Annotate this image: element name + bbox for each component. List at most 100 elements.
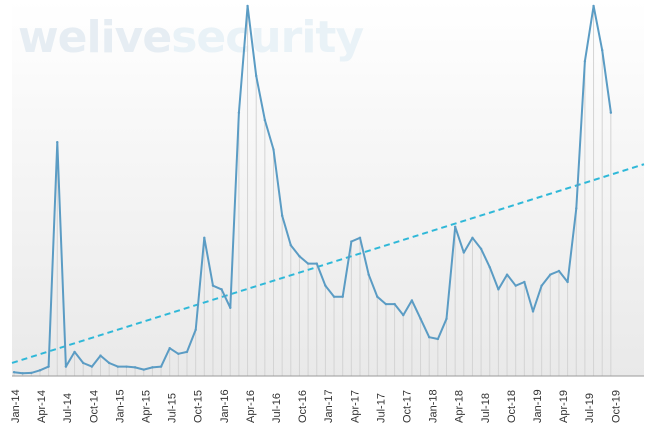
data-point xyxy=(497,288,500,291)
data-point xyxy=(38,369,42,372)
data-point xyxy=(428,336,431,339)
plot-background xyxy=(12,0,644,376)
x-tick-label: Jan-16 xyxy=(219,389,231,423)
data-point xyxy=(220,288,223,291)
data-point xyxy=(609,111,613,114)
watermark-part-security: security xyxy=(171,12,363,63)
data-point xyxy=(168,347,171,350)
data-point xyxy=(203,236,206,240)
data-point xyxy=(211,284,215,287)
drop-lines-group xyxy=(13,6,612,376)
x-tick-label: Apr-19 xyxy=(558,390,570,423)
data-point xyxy=(99,354,102,357)
data-point xyxy=(531,310,535,313)
data-point xyxy=(376,295,379,298)
data-point xyxy=(116,365,120,368)
data-point xyxy=(445,317,448,320)
x-tick-label: Apr-15 xyxy=(141,390,153,423)
x-tick-label: Apr-16 xyxy=(245,390,257,423)
data-point xyxy=(194,328,197,332)
x-tick-label: Oct-14 xyxy=(88,390,100,423)
data-point xyxy=(557,269,561,273)
data-point xyxy=(479,247,483,251)
x-tick-label: Oct-18 xyxy=(506,390,518,423)
data-point xyxy=(592,4,595,8)
data-point xyxy=(410,299,414,302)
data-point xyxy=(367,273,370,276)
data-point xyxy=(142,368,145,371)
x-tick-label: Jul-18 xyxy=(480,393,492,423)
watermark-logo: welivesecurity xyxy=(18,12,363,63)
x-tick-label: Oct-16 xyxy=(297,390,309,423)
x-tick-label: Apr-18 xyxy=(454,390,466,423)
data-point xyxy=(488,266,491,269)
data-point xyxy=(583,60,587,63)
data-point xyxy=(177,352,180,355)
data-point xyxy=(272,148,275,151)
data-point xyxy=(462,251,465,254)
data-point xyxy=(514,284,517,287)
data-point xyxy=(289,244,292,247)
data-point xyxy=(73,350,76,354)
data-point xyxy=(549,273,552,276)
x-tick-label: Jul-19 xyxy=(584,393,596,423)
x-tick-label: Oct-15 xyxy=(193,390,205,423)
x-tick-label: Jan-14 xyxy=(10,389,22,423)
data-point xyxy=(523,280,526,284)
data-point xyxy=(280,214,284,217)
data-point xyxy=(133,366,137,369)
x-tick-labels: Jan-14 Apr-14 Jul-14 Oct-14 Jan-15 Apr-15 Jul-… xyxy=(10,389,622,423)
data-point xyxy=(90,365,94,368)
trend-line-group xyxy=(11,163,645,364)
data-point xyxy=(125,365,128,368)
data-point xyxy=(246,4,249,8)
data-point xyxy=(575,207,578,210)
data-point xyxy=(566,280,569,284)
data-point xyxy=(358,236,362,240)
x-tick-label: Apr-14 xyxy=(36,390,48,423)
trend-line xyxy=(11,163,645,364)
data-point xyxy=(601,48,604,52)
data-points-group xyxy=(12,4,613,375)
x-tick-label: Jan-19 xyxy=(532,389,544,423)
data-point xyxy=(21,372,24,375)
data-point xyxy=(419,317,422,320)
data-point xyxy=(453,225,457,228)
data-point xyxy=(298,255,301,258)
data-point xyxy=(255,74,258,78)
data-point xyxy=(436,337,440,341)
data-point xyxy=(229,306,232,309)
data-point xyxy=(341,295,344,298)
data-point xyxy=(64,365,68,368)
x-tick-label: Jan-15 xyxy=(114,389,126,423)
data-point xyxy=(306,262,310,265)
x-tick-label: Jan-18 xyxy=(428,389,440,423)
data-point xyxy=(384,302,388,306)
data-point xyxy=(505,273,509,276)
data-point xyxy=(471,236,474,240)
data-point xyxy=(47,365,50,368)
x-tick-label: Jul-14 xyxy=(62,393,74,423)
data-point xyxy=(82,361,85,365)
data-point xyxy=(540,284,543,287)
watermark-part-welive: welive xyxy=(18,12,171,63)
data-point xyxy=(324,284,327,287)
data-point xyxy=(107,361,111,365)
x-tick-label: Oct-19 xyxy=(610,390,622,423)
data-point xyxy=(12,370,16,374)
data-point xyxy=(263,118,267,122)
data-point xyxy=(332,295,336,298)
data-point xyxy=(393,302,396,306)
x-tick-label: Oct-17 xyxy=(402,390,414,423)
series-line-group xyxy=(13,5,612,375)
x-tick-label: Jan-17 xyxy=(323,389,335,423)
data-point xyxy=(350,240,353,243)
data-point xyxy=(237,111,241,114)
x-tick-label: Jul-16 xyxy=(271,393,283,423)
x-tick-label: Jul-15 xyxy=(167,393,179,423)
data-point xyxy=(159,365,163,368)
data-point xyxy=(402,313,405,317)
x-tick-label: Jul-17 xyxy=(375,393,387,423)
